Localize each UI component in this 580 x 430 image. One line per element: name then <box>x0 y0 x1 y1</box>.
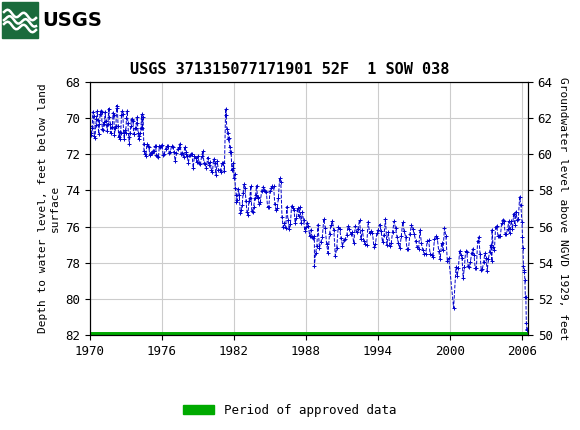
Text: USGS 371315077171901 52F  1 SOW 038: USGS 371315077171901 52F 1 SOW 038 <box>130 62 450 77</box>
Bar <box>0 0 110 40</box>
Legend: Period of approved data: Period of approved data <box>178 399 402 421</box>
Bar <box>2 2 38 38</box>
Text: USGS: USGS <box>42 10 102 30</box>
Y-axis label: Depth to water level, feet below land
surface: Depth to water level, feet below land su… <box>38 83 60 333</box>
Y-axis label: Groundwater level above NGVD 1929, feet: Groundwater level above NGVD 1929, feet <box>559 77 568 340</box>
